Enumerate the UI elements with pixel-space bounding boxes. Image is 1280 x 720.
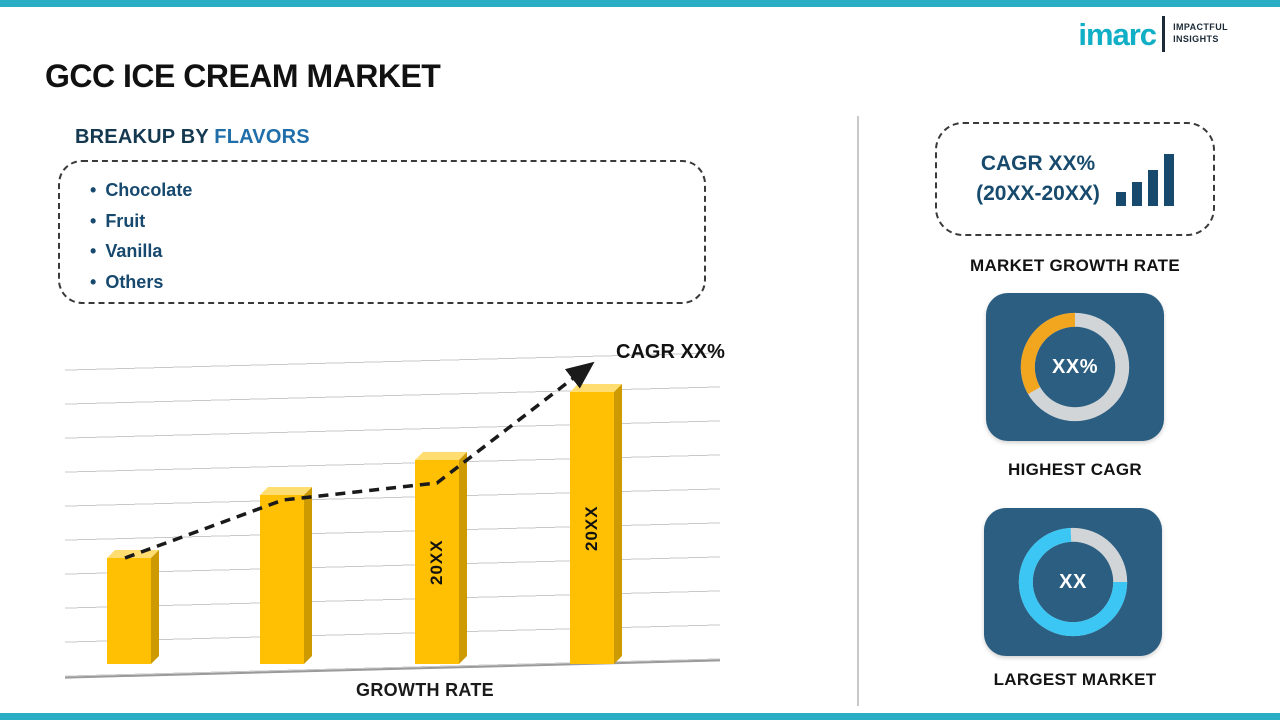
chart-bar-3: 20XX: [415, 460, 459, 664]
flavor-label: Vanilla: [105, 241, 163, 261]
top-accent-strip: [0, 0, 1280, 7]
flavor-item-chocolate: • Chocolate: [90, 175, 704, 206]
growth-rate-bar-chart: 20XX 20XX: [65, 341, 720, 679]
highest-cagr-value: XX%: [1052, 355, 1098, 378]
cagr-box-line2: (20XX-20XX): [976, 182, 1100, 205]
flavor-item-others: • Others: [90, 267, 704, 298]
flavor-label: Fruit: [105, 210, 146, 231]
breakup-section-title: BREAKUP BY FLAVORS: [75, 126, 310, 149]
market-growth-rate-box: CAGR XX% (20XX-20XX): [935, 122, 1215, 236]
chart-bar-4: 20XX: [570, 392, 614, 664]
flavor-label: Chocolate: [105, 180, 193, 200]
logo-divider: [1162, 16, 1166, 52]
donut-chart-icon: [1018, 527, 1128, 637]
largest-market-value: XX: [1059, 570, 1087, 593]
donut-chart-icon: [1020, 312, 1130, 422]
flavor-item-vanilla: • Vanilla: [90, 236, 704, 267]
chart-bar-2: [260, 495, 304, 664]
bottom-accent-strip: [0, 713, 1280, 720]
logo-tagline-line1: IMPACTFUL: [1173, 22, 1228, 33]
cagr-box-line1: CAGR XX%: [980, 151, 1096, 175]
vertical-divider: [857, 116, 859, 706]
logo-tagline: IMPACTFUL INSIGHTS: [1173, 22, 1228, 45]
bullet-icon: •: [90, 241, 97, 261]
market-growth-rate-label: MARKET GROWTH RATE: [969, 256, 1180, 275]
chart-x-axis-label: GROWTH RATE: [356, 680, 494, 700]
flavors-list: • Chocolate • Fruit • Vanilla • Others: [90, 175, 704, 297]
breakup-title-prefix: BREAKUP BY: [75, 126, 215, 148]
page-title: GCC ICE CREAM MARKET: [45, 58, 441, 94]
largest-market-donut: XX: [1014, 523, 1132, 641]
logo-tagline-line2: INSIGHTS: [1173, 34, 1219, 44]
largest-market-label: LARGEST MARKET: [993, 670, 1157, 689]
chart-bar-1: [107, 558, 151, 664]
bullet-icon: •: [90, 210, 97, 231]
trend-cagr-annotation: CAGR XX%: [616, 341, 725, 363]
largest-market-card: XX: [984, 508, 1162, 656]
flavor-label: Others: [105, 271, 164, 292]
breakup-title-highlight: FLAVORS: [214, 126, 310, 148]
highest-cagr-card: XX%: [986, 293, 1164, 441]
imarc-logo: imarc IMPACTFUL INSIGHTS: [1078, 16, 1228, 52]
bullet-icon: •: [90, 271, 97, 292]
cagr-box-text: CAGR XX% (20XX-20XX): [976, 149, 1100, 210]
bar-chart-icon: [1115, 154, 1174, 206]
highest-cagr-label: HIGHEST CAGR: [1008, 460, 1142, 479]
highest-cagr-donut: XX%: [1016, 308, 1134, 426]
flavor-item-fruit: • Fruit: [90, 206, 704, 237]
logo-wordmark: imarc: [1078, 16, 1157, 52]
flavors-list-box: • Chocolate • Fruit • Vanilla • Others: [58, 160, 706, 304]
trend-arrow: [124, 361, 595, 560]
bullet-icon: •: [90, 180, 97, 200]
